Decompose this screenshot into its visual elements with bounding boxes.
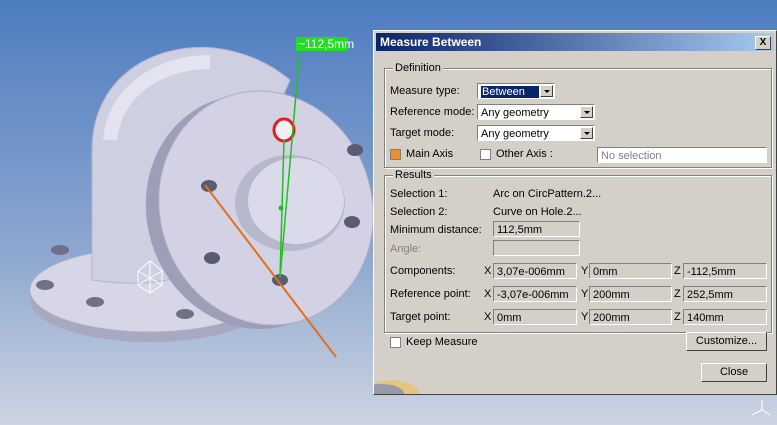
customize-button[interactable]: Customize...	[686, 332, 767, 351]
y-field: 200mm	[589, 309, 672, 325]
main-axis-checkbox[interactable]	[390, 149, 401, 160]
x-field: -3,07e-006mm	[493, 286, 577, 302]
other-axis-field[interactable]: No selection	[597, 147, 767, 163]
label: Reference point:	[390, 288, 471, 300]
axis-label: X	[484, 288, 491, 300]
label: Target mode:	[390, 127, 454, 139]
label: Selection 1:	[390, 188, 447, 200]
angle-field	[493, 240, 580, 256]
label: Other Axis :	[496, 148, 553, 160]
label: Target point:	[390, 311, 451, 323]
x-field: 0mm	[493, 309, 577, 325]
keep-measure-checkbox[interactable]	[390, 337, 401, 348]
axis-label: Z	[674, 265, 681, 277]
label: Main Axis	[406, 148, 453, 160]
close-button[interactable]: Close	[701, 363, 767, 382]
dialog-logo	[374, 364, 434, 394]
reference-mode-select[interactable]: Any geometry	[477, 104, 595, 120]
other-axis-checkbox[interactable]	[480, 149, 491, 160]
x-field: 3,07e-006mm	[493, 263, 577, 279]
minimum-distance-field: 112,5mm	[493, 221, 580, 237]
select-value: Any geometry	[481, 107, 549, 119]
label: Keep Measure	[406, 336, 478, 348]
target-mode-select[interactable]: Any geometry	[477, 125, 595, 141]
measure-label: ~112,5mm	[298, 37, 354, 51]
axis-label: Y	[581, 265, 588, 277]
measure-type-select[interactable]: Between	[477, 83, 555, 99]
value: Curve on Hole.2...	[493, 206, 582, 218]
select-value: Between	[481, 86, 539, 98]
page: ~112,5mm Measure Between X Definition Me…	[0, 0, 777, 425]
title-bar: Measure Between X	[376, 33, 774, 51]
label: Angle:	[390, 243, 421, 255]
axis-label: Z	[674, 311, 681, 323]
group-title: Results	[393, 169, 434, 181]
axis-label: X	[484, 265, 491, 277]
axis-label: Y	[581, 311, 588, 323]
y-field: 0mm	[589, 263, 672, 279]
axis-label: X	[484, 311, 491, 323]
dialog: Measure Between X Definition Measure typ…	[373, 30, 777, 395]
y-field: 200mm	[589, 286, 672, 302]
axis-label: Z	[674, 288, 681, 300]
z-field: 252,5mm	[683, 286, 767, 302]
label: Components:	[390, 265, 455, 277]
label: Selection 2:	[390, 206, 447, 218]
z-field: -112,5mm	[683, 263, 767, 279]
label: Reference mode:	[390, 106, 474, 118]
close-icon[interactable]: X	[755, 36, 771, 50]
dialog-title: Measure Between	[376, 35, 481, 49]
midpoint	[279, 206, 284, 211]
group-title: Definition	[393, 62, 443, 74]
select-value: Any geometry	[481, 128, 549, 140]
z-field: 140mm	[683, 309, 767, 325]
value: Arc on CircPattern.2...	[493, 188, 601, 200]
label: Measure type:	[390, 85, 460, 97]
axis-label: Y	[581, 288, 588, 300]
label: Minimum distance:	[390, 224, 482, 236]
